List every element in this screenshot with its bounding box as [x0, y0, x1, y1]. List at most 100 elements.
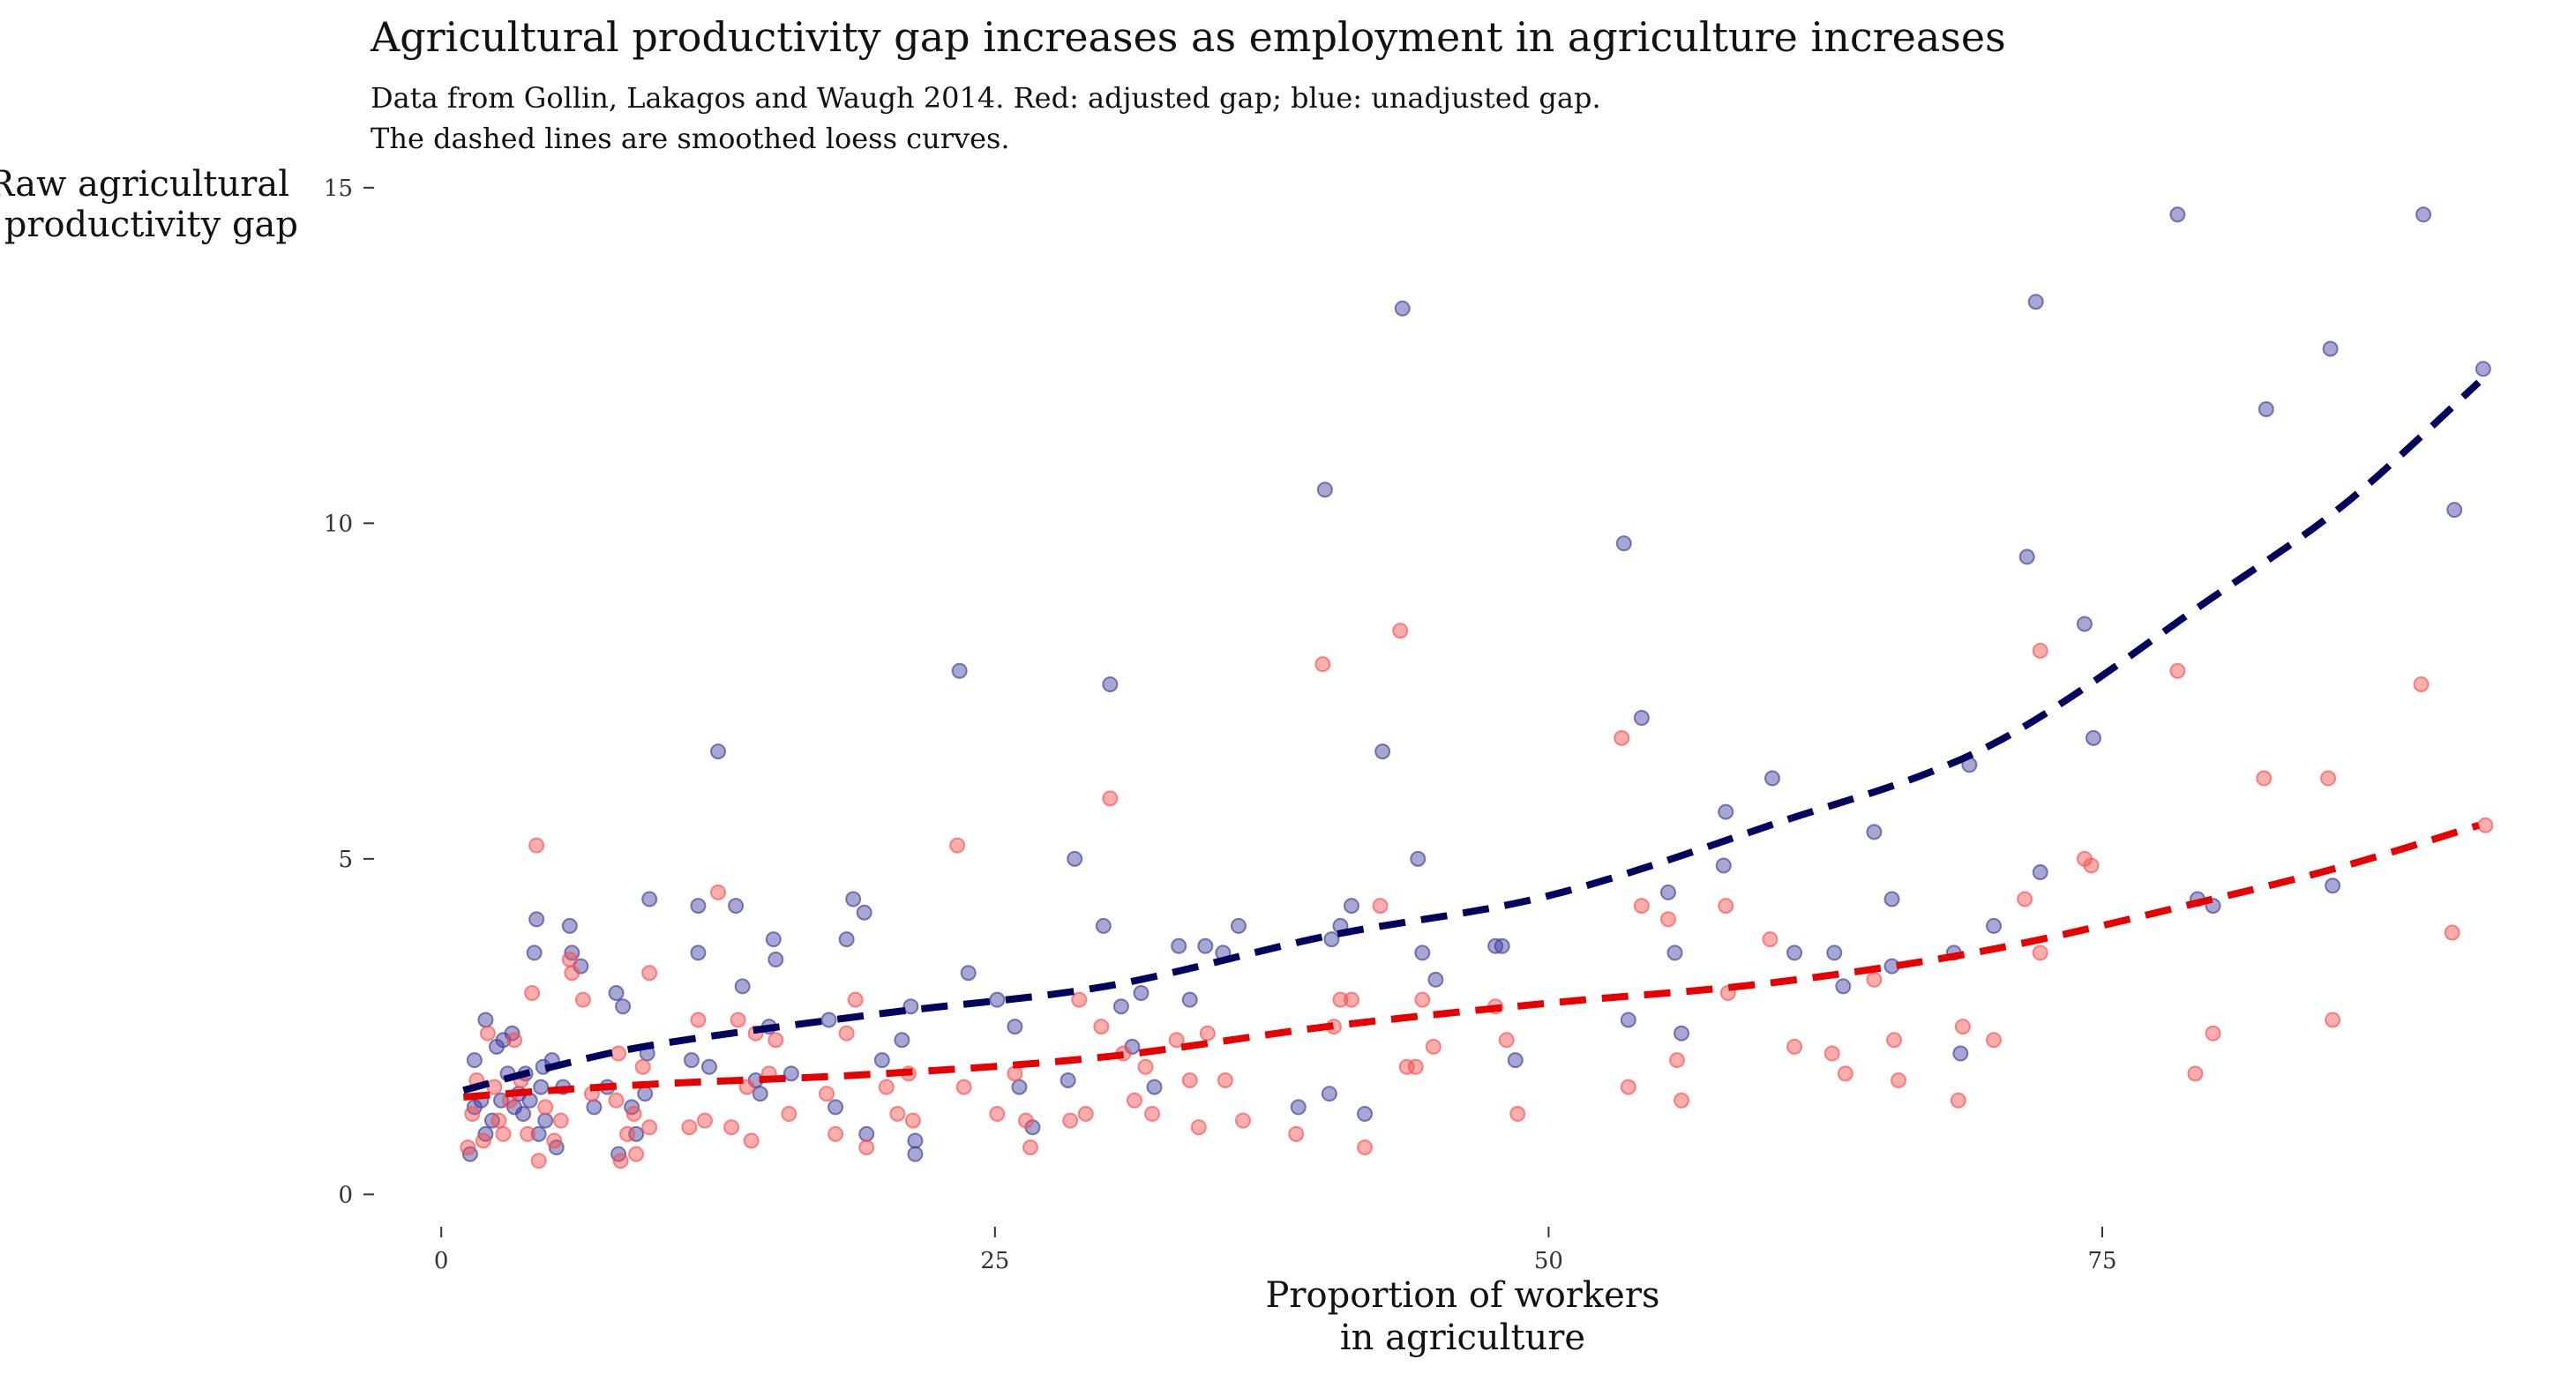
x-axis-label-line-1: Proportion of workers [1266, 1275, 1660, 1316]
adjusted-point-89 [1620, 1079, 1636, 1095]
adjusted-point-62 [1102, 790, 1119, 807]
unadjusted-point-60 [902, 998, 919, 1015]
unadjusted-point-26 [561, 917, 578, 934]
unadjusted-point-42 [700, 1058, 717, 1075]
adjusted-point-118 [2444, 924, 2460, 941]
unadjusted-point-45 [734, 978, 751, 995]
unadjusted-point-39 [683, 1052, 700, 1069]
adjusted-point-1 [464, 1106, 481, 1123]
adjusted-point-17 [552, 1112, 569, 1129]
adjusted-point-87 [1509, 1106, 1526, 1123]
unadjusted-point-89 [1374, 743, 1391, 760]
adjusted-point-27 [628, 1146, 645, 1162]
unadjusted-point-49 [765, 931, 782, 948]
unadjusted-point-20 [533, 1079, 550, 1095]
unadjusted-point-77 [1171, 937, 1187, 954]
adjusted-point-74 [1314, 656, 1331, 673]
unadjusted-point-38 [641, 891, 658, 907]
unadjusted-point-96 [1507, 1052, 1524, 1069]
adjusted-point-0 [460, 1139, 476, 1156]
unadjusted-point-81 [1230, 917, 1247, 934]
unadjusted-point-52 [820, 1012, 837, 1028]
unadjusted-point-90 [1394, 300, 1411, 317]
y-tick-label-0: 0 [338, 1182, 353, 1208]
adjusted-point-60 [1077, 1106, 1094, 1123]
adjusted-point-57 [1022, 1139, 1038, 1156]
unadjusted-point-64 [960, 965, 977, 982]
unadjusted-point-106 [1786, 945, 1803, 961]
unadjusted-point-58 [873, 1052, 890, 1069]
adjusted-point-52 [949, 837, 966, 854]
unadjusted-point-54 [838, 931, 855, 948]
unadjusted-point-61 [907, 1132, 924, 1149]
y-tick-label-3: 15 [324, 175, 353, 202]
adjusted-point-59 [1071, 991, 1088, 1008]
adjusted-point-78 [1357, 1139, 1374, 1156]
adjusted-point-68 [1181, 1072, 1198, 1088]
adjusted-point-94 [1718, 898, 1734, 915]
unadjusted-point-33 [615, 998, 632, 1015]
adjusted-point-67 [1168, 1032, 1185, 1049]
unadjusted-point-66 [1007, 1019, 1023, 1035]
adjusted-point-76 [1332, 991, 1349, 1008]
adjusted-points [460, 623, 2494, 1169]
unadjusted-point-59 [894, 1032, 910, 1049]
adjusted-point-73 [1288, 1125, 1305, 1142]
adjusted-point-91 [1659, 911, 1676, 928]
unadjusted-point-43 [710, 743, 727, 760]
unadjusted-point-109 [1866, 824, 1883, 840]
adjusted-point-14 [530, 1153, 547, 1169]
y-axis: 0 5 10 15 [324, 175, 374, 1208]
adjusted-point-114 [2256, 770, 2273, 787]
adjusted-point-29 [641, 1119, 658, 1136]
unadjusted-point-71 [1095, 917, 1112, 934]
adjusted-point-99 [1837, 1065, 1853, 1082]
y-tick-label-1: 5 [338, 847, 353, 873]
adjusted-point-105 [1986, 1032, 2003, 1049]
unadjusted-point-73 [1112, 998, 1129, 1015]
unadjusted-point-113 [1952, 1045, 1969, 1062]
unadjusted-point-108 [1835, 978, 1852, 995]
adjusted-point-79 [1372, 898, 1389, 915]
adjusted-point-116 [2325, 1012, 2341, 1028]
adjusted-point-51 [904, 1112, 921, 1129]
unadjusted-point-18 [528, 911, 545, 928]
adjusted-point-65 [1137, 1058, 1154, 1075]
adjusted-point-35 [723, 1119, 740, 1136]
adjusted-point-25 [619, 1125, 636, 1142]
adjusted-point-36 [730, 1012, 746, 1028]
unadjusted-point-63 [951, 662, 968, 679]
adjusted-point-106 [2017, 891, 2033, 907]
adjusted-point-80 [1392, 623, 1409, 639]
adjusted-point-41 [768, 1032, 784, 1049]
unadjusted-point-85 [1323, 931, 1340, 948]
unadjusted-point-76 [1146, 1079, 1163, 1095]
unadjusted-point-116 [2018, 549, 2035, 565]
unadjusted-point-119 [2076, 616, 2093, 632]
unadjusted-point-127 [2415, 206, 2432, 223]
unadjusted-point-87 [1343, 898, 1359, 915]
x-axis-label-line-2: in agriculture [1340, 1318, 1585, 1358]
unadjusted-point-83 [1316, 482, 1333, 498]
adjusted-point-45 [838, 1025, 855, 1042]
adjusted-point-30 [641, 965, 658, 982]
adjusted-point-107 [2032, 642, 2048, 659]
adjusted-point-88 [1614, 729, 1630, 746]
adjusted-point-115 [2320, 770, 2337, 787]
adjusted-point-20 [574, 991, 591, 1008]
unadjusted-point-57 [858, 1125, 875, 1142]
adjusted-point-70 [1199, 1025, 1216, 1042]
unadjusted-point-125 [2322, 340, 2339, 357]
unadjusted-point-50 [768, 951, 784, 967]
adjusted-point-98 [1823, 1045, 1840, 1062]
adjusted-point-103 [1950, 1092, 1966, 1109]
unadjusted-point-110 [1883, 891, 1900, 907]
adjusted-point-48 [878, 1079, 895, 1095]
x-tick-label-1: 25 [980, 1248, 1009, 1274]
adjusted-point-117 [2413, 676, 2430, 692]
x-tick-label-2: 50 [1534, 1248, 1563, 1274]
adjusted-point-56 [1017, 1112, 1034, 1129]
adjusted-point-90 [1633, 898, 1650, 915]
adjusted-point-84 [1425, 1038, 1442, 1055]
unadjusted-points [461, 206, 2491, 1162]
